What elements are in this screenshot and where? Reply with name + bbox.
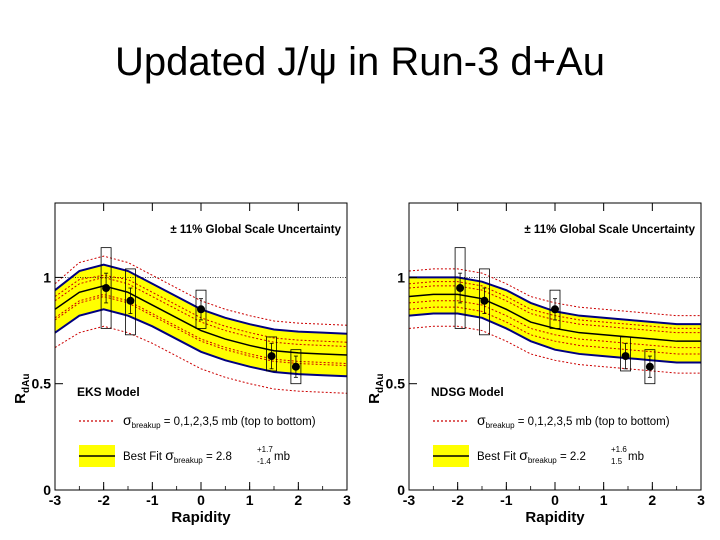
slide-title: Updated J/ψ in Run-3 d+Au — [115, 40, 605, 84]
chart-panel-1: -3 -2 -1 0 1 2 3 0 0.5 1 Rapidity RdAu ± 11% Global … — [12, 202, 351, 526]
systematic-box-4 — [644, 349, 656, 385]
data-point-2 — [551, 305, 559, 314]
legend-fit-text: Best Fit σbreakup = 2.2 — [477, 447, 586, 465]
systematic-box-4 — [290, 349, 302, 385]
legend-fit-value: = 2.2 — [557, 451, 586, 463]
legend-fit-plus: +1.7 — [257, 445, 273, 454]
x-tick-label: -2 — [97, 492, 110, 508]
scale-uncertainty-label: ± 11% Global Scale Uncertainty — [524, 224, 695, 236]
legend-fit-value: = 2.8 — [203, 451, 232, 463]
legend-dotted-desc: = 0,1,2,3,5 mb (top to bottom) — [161, 416, 316, 428]
sigma-curve-3 — [55, 325, 347, 394]
chart-panel-2: -3 -2 -1 0 1 2 3 0 0.5 1 Rapidity RdAu ± 11% Global … — [366, 202, 705, 526]
legend-fit-sub: breakup — [528, 456, 557, 465]
legend-fit-text: Best Fit σbreakup = 2.8 — [123, 447, 232, 465]
y-tick-label: 0 — [397, 482, 405, 498]
legend-sub: breakup — [486, 421, 515, 430]
x-tick-label: -2 — [451, 492, 464, 508]
systematic-box-0 — [454, 247, 466, 329]
x-tick-label: 3 — [697, 492, 705, 508]
x-tick-label: 1 — [600, 492, 608, 508]
y-axis-label: RdAu — [12, 374, 32, 404]
envelope-lower — [409, 312, 701, 364]
data-point-3 — [621, 352, 630, 361]
y-tick-label: 1 — [397, 269, 405, 285]
y-axis-label-main: R — [366, 393, 383, 404]
y-axis-label-sub: dAu — [375, 374, 386, 393]
envelope-lower — [55, 308, 347, 378]
x-tick-label: -3 — [49, 492, 62, 508]
y-axis-label-main: R — [12, 393, 29, 404]
data-point-1 — [480, 296, 489, 305]
systematic-box-0 — [100, 247, 112, 329]
x-tick-label: -3 — [403, 492, 416, 508]
x-tick-label: 3 — [343, 492, 351, 508]
sigma-curve-3 — [409, 325, 701, 374]
data-point-0 — [456, 284, 465, 293]
systematic-box-2 — [195, 289, 207, 329]
data-point-4 — [291, 362, 300, 371]
data-point-4 — [645, 362, 654, 371]
x-tick-label: 2 — [648, 492, 656, 508]
y-axis-label: RdAu — [366, 374, 386, 404]
legend-fit-pre: Best Fit — [123, 451, 165, 463]
legend-fit-unit: mb — [628, 451, 644, 463]
y-tick-label: 0.5 — [32, 376, 52, 392]
x-tick-label: -1 — [146, 492, 159, 508]
data-point-2 — [197, 305, 205, 314]
systematic-box-1 — [125, 268, 136, 336]
band-lower-curve — [409, 306, 701, 355]
scale-uncertainty-label: ± 11% Global Scale Uncertainty — [170, 224, 341, 236]
legend-fit-plus: +1.6 — [611, 445, 627, 454]
legend-sigma: σ — [123, 412, 132, 428]
sigma-curve-2 — [409, 300, 701, 349]
legend-sub: breakup — [132, 421, 161, 430]
data-point-0 — [102, 284, 111, 293]
x-tick-label: 0 — [551, 492, 559, 508]
y-tick-label: 1 — [43, 269, 51, 285]
systematic-box-3 — [620, 336, 631, 372]
legend-sigma: σ — [477, 412, 486, 428]
legend-dotted-text: σbreakup = 0,1,2,3,5 mb (top to bottom) — [123, 412, 316, 430]
x-axis-label: Rapidity — [171, 509, 231, 526]
systematic-box-2 — [549, 289, 561, 329]
model-label: NDSG Model — [431, 385, 504, 399]
x-tick-label: 1 — [246, 492, 254, 508]
legend-fit-unit: mb — [274, 451, 290, 463]
data-point-3 — [267, 352, 276, 361]
legend-fit-sigma: σ — [519, 447, 528, 463]
y-tick-label: 0 — [43, 482, 51, 498]
x-tick-label: 2 — [294, 492, 302, 508]
y-tick-label: 0.5 — [386, 376, 406, 392]
legend-fit-sigma: σ — [165, 447, 174, 463]
x-tick-label: -1 — [500, 492, 513, 508]
y-axis-label-sub: dAu — [21, 374, 32, 393]
legend-fit-pre: Best Fit — [477, 451, 519, 463]
systematic-box-1 — [479, 268, 490, 336]
model-label: EKS Model — [77, 385, 140, 399]
legend-dotted-desc: = 0,1,2,3,5 mb (top to bottom) — [515, 416, 670, 428]
x-axis-label: Rapidity — [525, 509, 585, 526]
legend-fit-sub: breakup — [174, 456, 203, 465]
x-tick-label: 0 — [197, 492, 205, 508]
plot-area — [409, 247, 701, 385]
legend-dotted-text: σbreakup = 0,1,2,3,5 mb (top to bottom) — [477, 412, 670, 430]
plot-area — [55, 247, 347, 394]
data-point-1 — [126, 296, 135, 305]
legend-fit-minus: 1.5 — [611, 457, 623, 466]
systematic-box-3 — [266, 336, 277, 372]
fit-band — [55, 264, 347, 377]
legend-fit-minus: -1.4 — [257, 457, 271, 466]
